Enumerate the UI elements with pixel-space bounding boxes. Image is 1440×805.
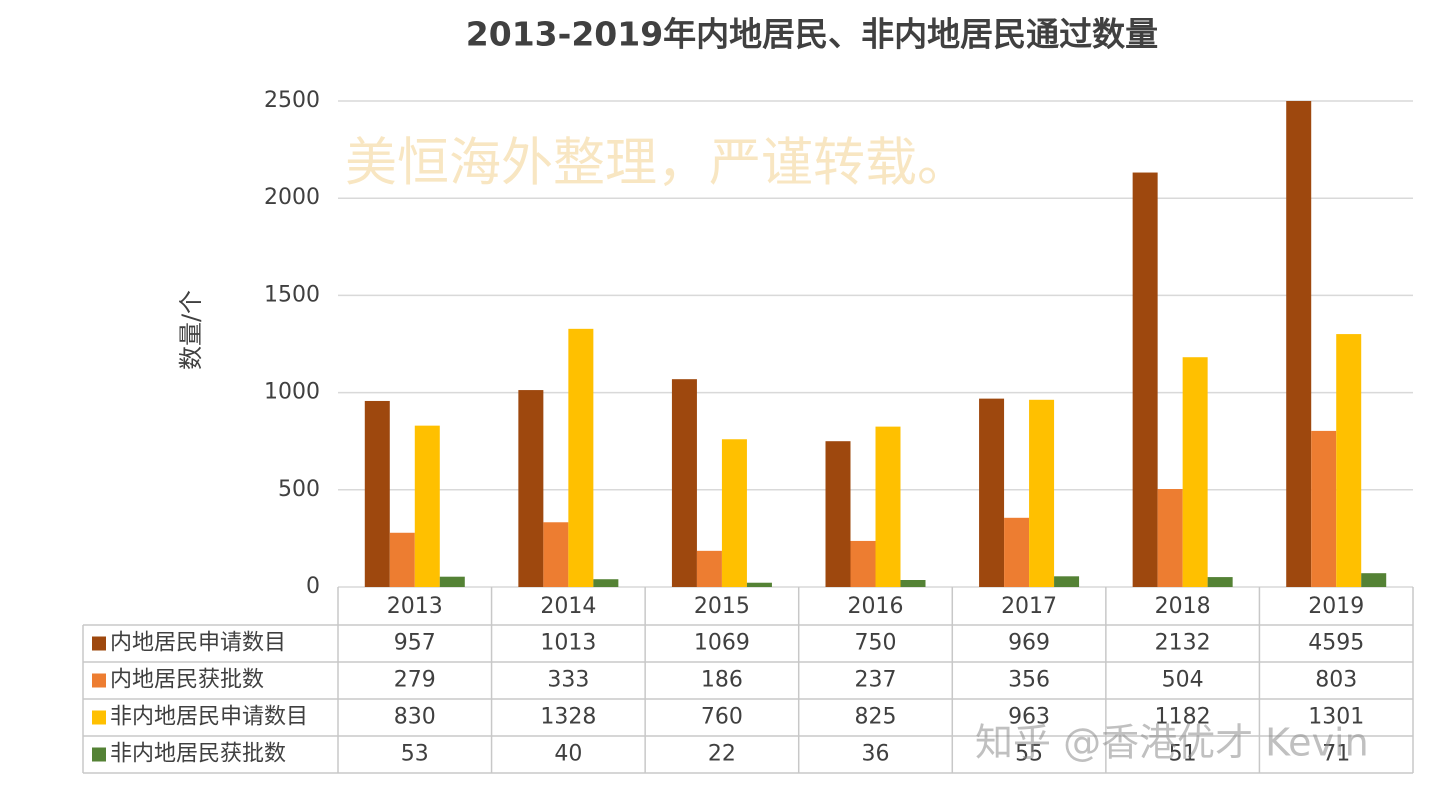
- y-axis-title: 数量/个: [177, 290, 205, 370]
- bar: [979, 398, 1005, 587]
- x-tick-label: 2018: [1155, 594, 1211, 619]
- table-value: 4595: [1308, 631, 1364, 656]
- y-tick-label: 2000: [264, 185, 320, 210]
- bar: [875, 426, 901, 587]
- table-value: 1069: [694, 631, 750, 656]
- bar: [696, 550, 722, 587]
- y-tick-label: 0: [306, 574, 320, 599]
- x-tick-label: 2017: [1001, 594, 1057, 619]
- table-value: 1301: [1308, 705, 1364, 730]
- bar: [746, 582, 772, 587]
- legend-swatch: [92, 636, 106, 651]
- y-tick-label: 2500: [264, 88, 320, 113]
- table-value: 825: [855, 705, 897, 730]
- bar: [439, 576, 465, 587]
- chart-title: 2013-2019年内地居民、非内地居民通过数量: [466, 15, 1158, 54]
- table-value: 55: [1015, 742, 1043, 767]
- table-value: 963: [1008, 705, 1050, 730]
- bar: [543, 522, 569, 587]
- x-tick-label: 2016: [848, 594, 904, 619]
- table-value: 1182: [1155, 705, 1211, 730]
- bar: [593, 579, 619, 587]
- table-value: 760: [701, 705, 743, 730]
- bar: [1157, 489, 1183, 587]
- x-tick-label: 2014: [540, 594, 596, 619]
- y-tick-label: 1500: [264, 282, 320, 307]
- table-value: 1328: [540, 705, 596, 730]
- x-tick-label: 2019: [1308, 594, 1364, 619]
- bar: [364, 400, 390, 587]
- legend-label: 非内地居民获批数: [110, 742, 286, 767]
- bar: [1004, 517, 1030, 587]
- legend-swatch: [92, 673, 106, 688]
- x-tick-label: 2015: [694, 594, 750, 619]
- table-value: 830: [394, 705, 436, 730]
- bar: [850, 540, 876, 587]
- table-value: 333: [547, 668, 589, 693]
- bar: [1182, 357, 1208, 587]
- table-value: 51: [1169, 742, 1197, 767]
- table-value: 969: [1008, 631, 1050, 656]
- bar: [900, 580, 926, 587]
- y-tick-label: 1000: [264, 380, 320, 405]
- bar: [1311, 430, 1337, 587]
- table-value: 1013: [540, 631, 596, 656]
- bar: [518, 390, 544, 587]
- bar: [721, 439, 747, 587]
- bar: [568, 328, 594, 587]
- y-tick-label: 500: [278, 477, 320, 502]
- table-value: 803: [1315, 668, 1357, 693]
- bar: [1029, 399, 1055, 587]
- legend-label: 非内地居民申请数目: [110, 705, 308, 730]
- table-value: 957: [394, 631, 436, 656]
- table-value: 40: [554, 742, 582, 767]
- legend-label: 内地居民申请数目: [110, 631, 286, 656]
- table-value: 53: [401, 742, 429, 767]
- table-value: 237: [855, 668, 897, 693]
- table-value: 750: [855, 631, 897, 656]
- x-tick-label: 2013: [387, 594, 443, 619]
- bar: [1207, 577, 1233, 587]
- table-value: 186: [701, 668, 743, 693]
- legend-swatch: [92, 710, 106, 725]
- bar: [414, 425, 440, 587]
- bar: [1132, 172, 1158, 587]
- bar: [671, 379, 697, 587]
- bar: [825, 441, 851, 587]
- table-value: 279: [394, 668, 436, 693]
- legend-swatch: [92, 747, 106, 762]
- bar: [389, 532, 415, 587]
- watermark: 知乎 @香港优才 Kevin: [975, 721, 1369, 765]
- table-value: 71: [1322, 742, 1350, 767]
- table-value: 356: [1008, 668, 1050, 693]
- table-value: 504: [1162, 668, 1204, 693]
- table-value: 22: [708, 742, 736, 767]
- table-value: 2132: [1155, 631, 1211, 656]
- bar: [1361, 573, 1387, 587]
- bar: [1286, 101, 1312, 587]
- table-value: 36: [862, 742, 890, 767]
- bar: [1054, 576, 1080, 587]
- bar: [1336, 334, 1362, 587]
- watermark: 美恒海外整理，严谨转载。: [345, 134, 969, 194]
- legend-label: 内地居民获批数: [110, 668, 264, 693]
